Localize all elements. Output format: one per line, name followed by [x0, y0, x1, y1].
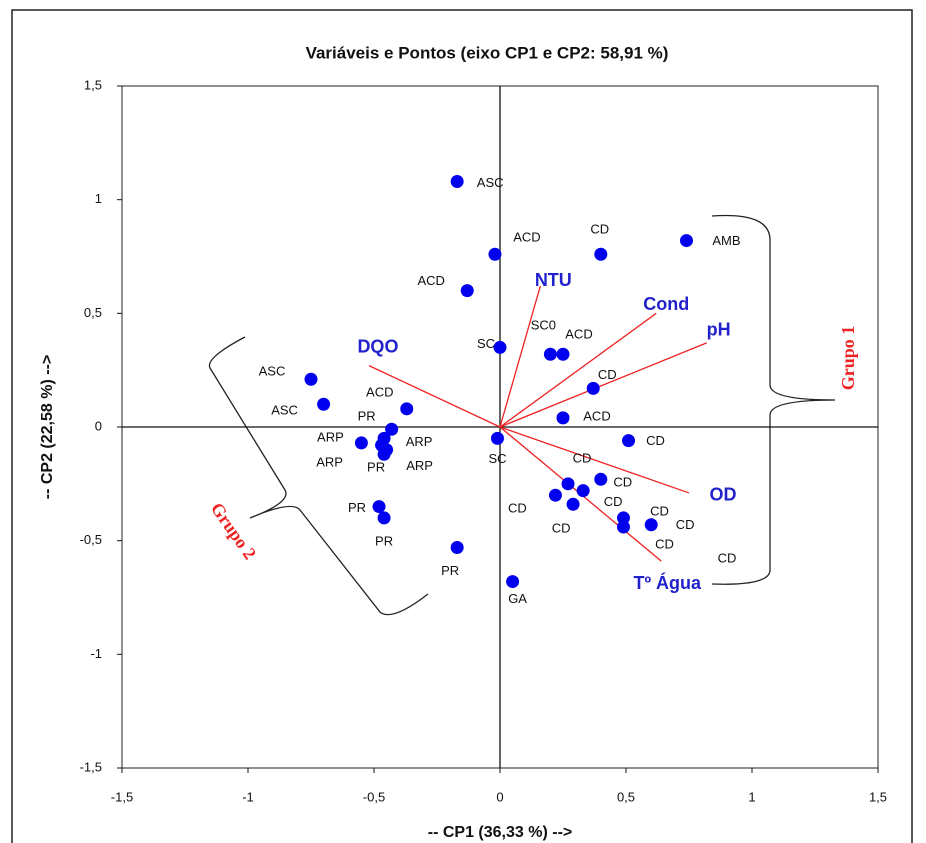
data-point — [616, 511, 630, 525]
data-point — [576, 484, 590, 498]
data-point — [354, 436, 368, 450]
point-label: SC — [488, 451, 506, 466]
point-label: CD — [598, 367, 617, 382]
x-tick-label: 1 — [748, 789, 755, 804]
data-point — [556, 411, 570, 425]
point-label: ACD — [583, 408, 610, 423]
vector-label: pH — [707, 320, 731, 340]
point-label: PR — [358, 409, 376, 424]
data-point — [400, 402, 414, 416]
point-label: ASC — [477, 175, 504, 190]
point-label: SC — [477, 336, 495, 351]
vector-label: Cond — [643, 294, 689, 314]
y-tick-label: 0,5 — [84, 305, 102, 320]
y-tick-label: 0 — [95, 418, 102, 433]
point-label: PR — [367, 460, 385, 475]
data-point — [450, 174, 464, 188]
x-tick-label: 1,5 — [869, 789, 887, 804]
point-label: ARP — [406, 434, 433, 449]
point-label: CD — [590, 222, 609, 237]
group-label: Grupo 1 — [838, 326, 858, 391]
point-label: CD — [676, 517, 695, 532]
data-point — [450, 540, 464, 554]
chart-title: Variáveis e Pontos (eixo CP1 e CP2: 58,9… — [306, 43, 669, 62]
data-point — [317, 397, 331, 411]
data-point — [622, 434, 636, 448]
data-point — [385, 422, 399, 436]
x-tick-label: -0,5 — [363, 789, 385, 804]
data-point — [594, 247, 608, 261]
data-point — [372, 500, 386, 514]
data-point — [490, 431, 504, 445]
y-tick-label: 1 — [95, 191, 102, 206]
point-label: CD — [655, 536, 674, 551]
point-label: ACD — [565, 327, 592, 342]
y-tick-label: -1,5 — [80, 759, 102, 774]
point-label: ARP — [316, 455, 343, 470]
point-label: ACD — [366, 384, 393, 399]
data-point — [586, 381, 600, 395]
point-label: CD — [718, 550, 737, 565]
data-point — [561, 477, 575, 491]
data-point — [488, 247, 502, 261]
point-label: ASC — [271, 403, 298, 418]
loading-vector — [499, 285, 541, 428]
loading-vector — [368, 365, 501, 428]
x-tick-label: 0 — [496, 789, 503, 804]
data-point — [556, 347, 570, 361]
point-label: PR — [441, 563, 459, 578]
point-label: ACD — [418, 273, 445, 288]
point-label: CD — [646, 433, 665, 448]
data-point — [679, 234, 693, 248]
point-label: CD — [613, 475, 632, 490]
vector-label: Tº Água — [633, 572, 702, 593]
data-point — [377, 511, 391, 525]
x-tick-label: -1 — [242, 789, 254, 804]
data-point — [548, 488, 562, 502]
y-tick-label: -1 — [90, 646, 102, 661]
vector-label: DQO — [357, 336, 398, 356]
y-tick-label: -0,5 — [80, 532, 102, 547]
loading-vector — [499, 342, 707, 428]
loading-vector — [499, 426, 690, 494]
point-label: CD — [552, 521, 571, 536]
y-axis-label: -- CP2 (22,58 %) --> — [39, 355, 56, 499]
point-label: AMB — [712, 233, 740, 248]
x-tick-label: 0,5 — [617, 789, 635, 804]
data-point — [566, 497, 580, 511]
point-label: ARP — [406, 458, 433, 473]
brace-grupo-2 — [208, 336, 429, 616]
data-point — [616, 520, 630, 534]
point-label: PR — [348, 500, 366, 515]
data-point — [506, 575, 520, 589]
data-point — [543, 347, 557, 361]
point-label: CD — [650, 503, 669, 518]
data-point — [493, 340, 507, 354]
vector-label: OD — [710, 485, 737, 505]
point-label: CD — [508, 501, 527, 516]
data-point — [380, 443, 394, 457]
point-label: ASC — [259, 364, 286, 379]
vector-label: NTU — [535, 270, 572, 290]
x-axis-label: -- CP1 (36,33 %) --> — [428, 824, 572, 841]
point-label: ACD — [513, 230, 540, 245]
data-point — [644, 518, 658, 532]
point-label: CD — [573, 450, 592, 465]
point-label: PR — [375, 533, 393, 548]
data-point — [594, 472, 608, 486]
loading-vector — [499, 312, 657, 428]
data-point — [460, 284, 474, 298]
brace-grupo-1 — [711, 214, 836, 585]
data-point — [304, 372, 318, 386]
x-tick-label: -1,5 — [111, 789, 133, 804]
point-label: ARP — [317, 429, 344, 444]
point-label: SC0 — [531, 318, 556, 333]
y-tick-label: 1,5 — [84, 77, 102, 92]
point-label: CD — [604, 494, 623, 509]
point-label: GA — [508, 591, 527, 606]
